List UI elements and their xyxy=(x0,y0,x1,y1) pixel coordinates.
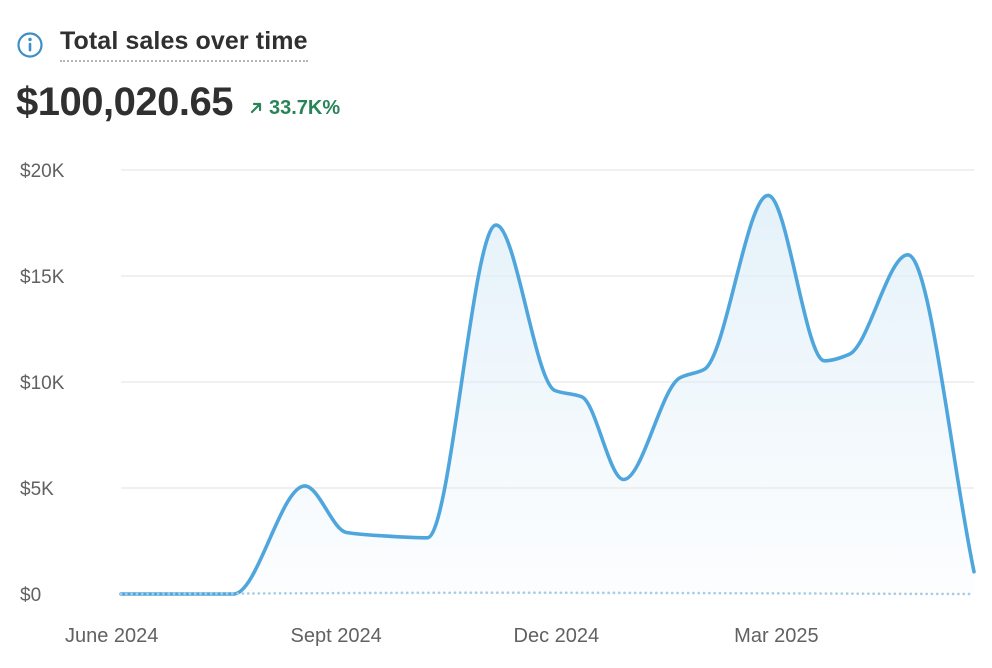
y-tick-label: $0 xyxy=(20,585,41,606)
x-tick-label: Sept 2024 xyxy=(291,625,382,647)
y-axis: $0 $5K $10K $15K $20K xyxy=(20,161,65,606)
total-sales-value: $100,020.65 xyxy=(16,80,233,124)
comparison-series-line[interactable] xyxy=(119,591,976,596)
metric-row: $100,020.65 33.7K% xyxy=(16,80,340,125)
y-tick-label: $15K xyxy=(20,267,65,288)
series xyxy=(119,193,976,596)
sales-series-area xyxy=(121,195,974,594)
y-tick-label: $10K xyxy=(20,373,65,394)
x-tick-label: June 2024 xyxy=(65,625,158,647)
x-tick-label: Dec 2024 xyxy=(514,625,600,647)
chart-title[interactable]: Total sales over time xyxy=(60,27,308,62)
y-tick-label: $20K xyxy=(20,161,65,182)
info-circle-icon[interactable] xyxy=(16,31,44,59)
card-header: Total sales over time xyxy=(16,27,308,62)
x-axis: June 2024 Sept 2024 Dec 2024 Mar 2025 xyxy=(65,625,819,647)
delta-value: 33.7K% xyxy=(268,96,341,119)
arrow-up-right-icon xyxy=(250,102,262,114)
sales-series-line[interactable] xyxy=(119,193,976,596)
y-tick-label: $5K xyxy=(20,479,54,500)
delta-badge: 33.7K% xyxy=(249,97,340,120)
x-tick-label: Mar 2025 xyxy=(734,625,819,647)
